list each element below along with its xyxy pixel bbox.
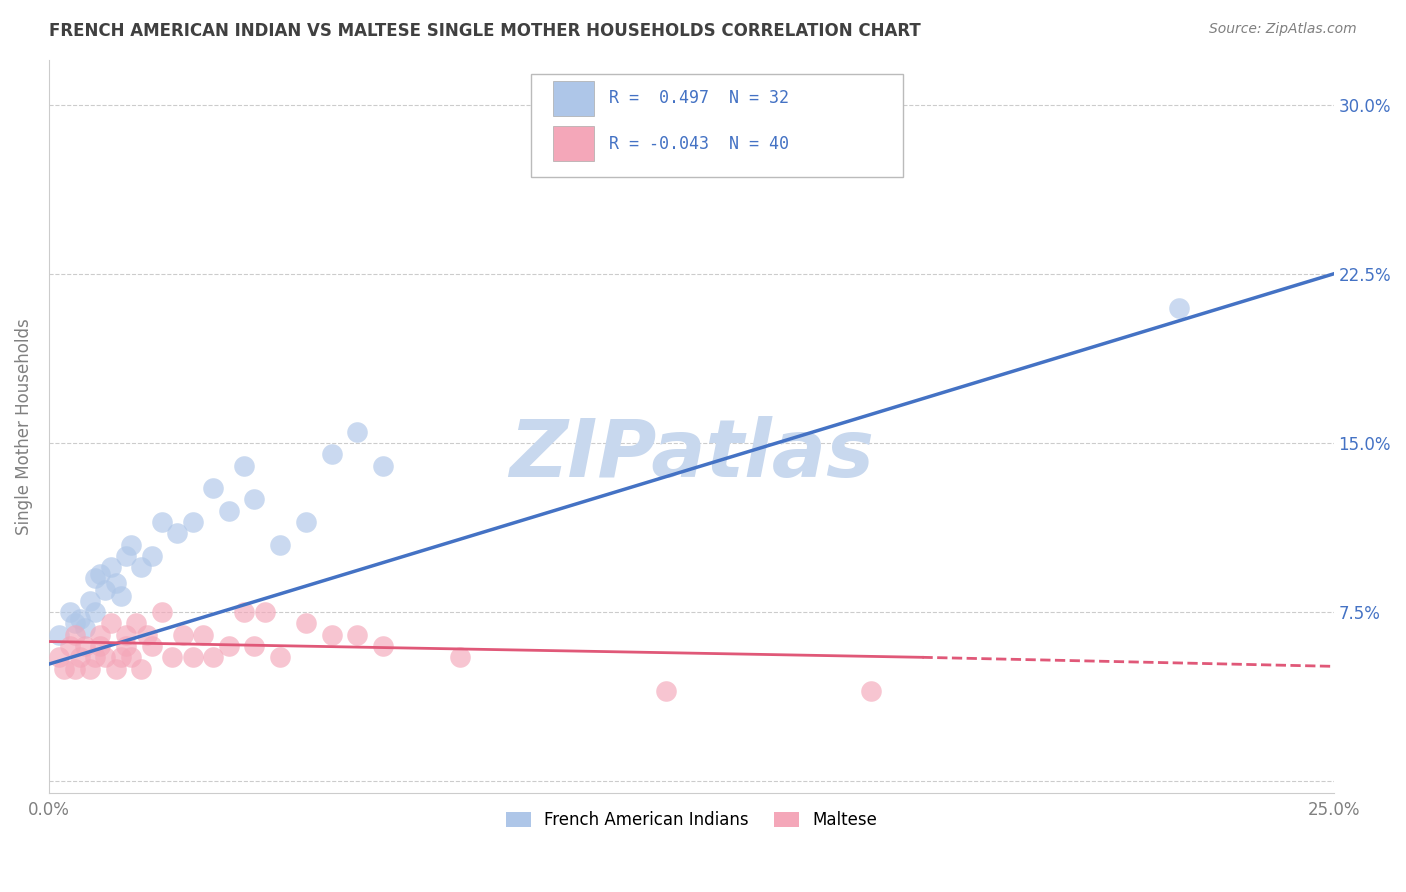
Point [295,515,318,529]
Point [346,425,368,439]
Point [73,621,96,635]
Point [371,639,394,653]
Point [321,447,343,461]
Point [233,458,256,473]
Point [135,628,157,642]
Point [63,616,86,631]
Text: R = -0.043  N = 40: R = -0.043 N = 40 [609,135,789,153]
Point [449,650,471,665]
Point [94,582,117,597]
Point [53,662,76,676]
Point [321,628,343,642]
Point [150,515,173,529]
Point [218,504,240,518]
Point [115,628,138,642]
Point [120,650,142,665]
Point [48,650,70,665]
Text: ZIPatlas: ZIPatlas [509,417,873,494]
Point [181,650,204,665]
Point [94,650,117,665]
Point [860,684,883,698]
Point [162,650,184,665]
Point [100,560,122,574]
Point [243,492,266,507]
Text: FRENCH AMERICAN INDIAN VS MALTESE SINGLE MOTHER HOUSEHOLDS CORRELATION CHART: FRENCH AMERICAN INDIAN VS MALTESE SINGLE… [49,22,921,40]
Point [346,628,368,642]
Point [69,650,91,665]
Point [295,616,318,631]
Point [371,458,394,473]
Point [110,650,132,665]
Point [243,639,266,653]
Point [141,549,163,563]
Point [104,662,127,676]
Point [100,616,122,631]
Point [706,109,728,123]
Point [104,575,127,590]
Point [110,590,132,604]
Point [73,639,96,653]
Point [58,639,80,653]
Point [654,684,676,698]
Point [84,650,107,665]
Point [63,662,86,676]
FancyBboxPatch shape [553,127,593,161]
Point [115,549,138,563]
Point [89,566,111,581]
Point [125,616,148,631]
Point [191,628,214,642]
Point [58,605,80,619]
Point [172,628,194,642]
Point [202,650,225,665]
Point [84,605,107,619]
Point [115,639,138,653]
Point [131,662,153,676]
Point [269,537,291,551]
Point [218,639,240,653]
Point [150,605,173,619]
Point [1168,301,1191,315]
Point [253,605,276,619]
Text: Source: ZipAtlas.com: Source: ZipAtlas.com [1209,22,1357,37]
Point [120,537,142,551]
Point [48,628,70,642]
Point [84,571,107,585]
Text: R =  0.497  N = 32: R = 0.497 N = 32 [609,89,789,107]
Point [141,639,163,653]
Point [131,560,153,574]
Point [181,515,204,529]
Y-axis label: Single Mother Households: Single Mother Households [15,318,32,534]
Point [79,662,101,676]
Point [89,628,111,642]
Point [63,628,86,642]
FancyBboxPatch shape [530,74,903,177]
Point [89,639,111,653]
Point [69,612,91,626]
Legend: French American Indians, Maltese: French American Indians, Maltese [499,805,883,836]
FancyBboxPatch shape [553,81,593,116]
Point [202,481,225,495]
Point [269,650,291,665]
Point [166,526,188,541]
Point [233,605,256,619]
Point [79,594,101,608]
